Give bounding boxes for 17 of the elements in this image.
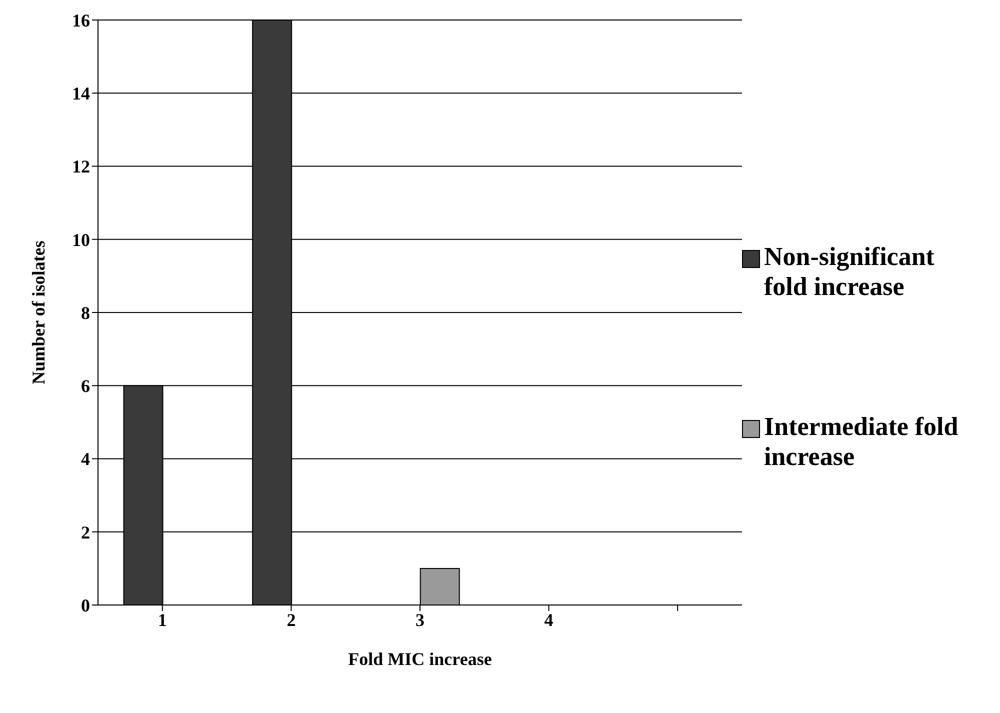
y-tick-label: 10 bbox=[72, 230, 90, 250]
y-tick-label: 14 bbox=[72, 84, 90, 104]
x-tick-label: 1 bbox=[158, 610, 167, 630]
x-tick-label: 3 bbox=[416, 610, 424, 630]
y-tick-label: 16 bbox=[72, 10, 90, 30]
y-tick-label: 6 bbox=[81, 376, 90, 396]
y-tick-label: 8 bbox=[81, 302, 90, 323]
legend-label: Non-significant fold increase bbox=[764, 242, 936, 302]
x-tick-label: 2 bbox=[286, 610, 296, 630]
y-tick-label: 0 bbox=[81, 595, 90, 616]
x-axis-title: Fold MIC increase bbox=[348, 649, 492, 669]
x-tick-label: 4 bbox=[544, 610, 554, 630]
y-axis-title: Number of isolates bbox=[28, 240, 48, 384]
y-tick-label: 4 bbox=[81, 449, 90, 470]
y-tick-label: 12 bbox=[72, 156, 90, 177]
legend-label: Intermediate fold increase bbox=[764, 412, 960, 472]
y-tick-label: 2 bbox=[81, 522, 90, 542]
